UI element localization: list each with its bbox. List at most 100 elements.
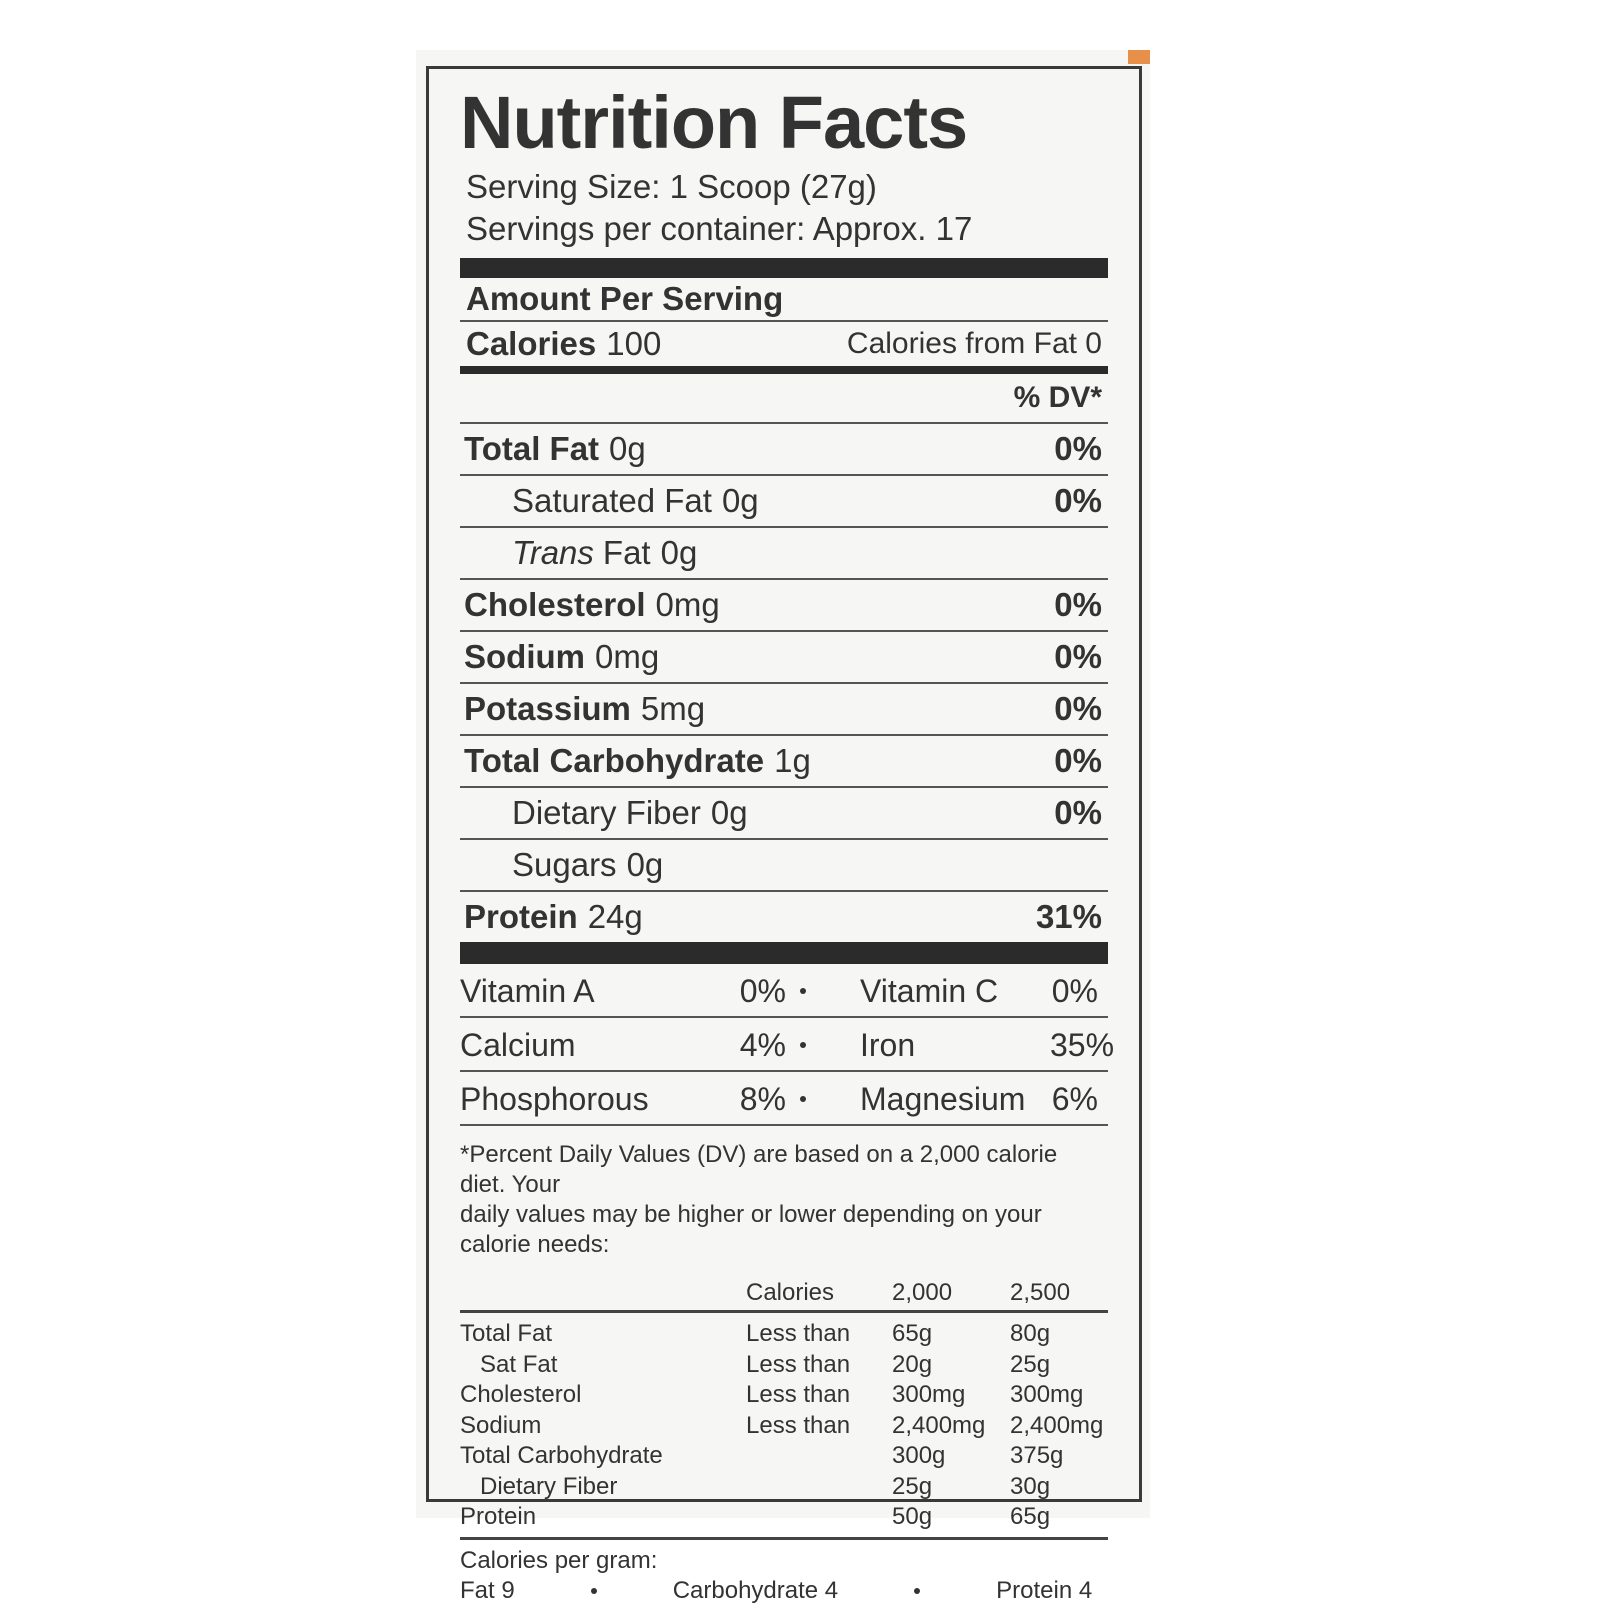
footnote-line: *Percent Daily Values (DV) are based on …: [460, 1141, 1058, 1198]
nutrient-amount: 0g: [609, 430, 646, 467]
vitamin-dv: 0%: [739, 972, 786, 1009]
dv-header: % DV*: [1013, 381, 1102, 414]
nutrient-name: Potassium: [464, 690, 631, 727]
nutrient-name: Protein: [464, 898, 578, 935]
vitamin-name: Vitamin A: [460, 972, 595, 1009]
nutrient-amount: 1g: [774, 742, 811, 779]
dv-table-calories: Calories: [746, 1279, 835, 1306]
dv-header-row: % DV*: [460, 374, 1108, 422]
separator-dot: [800, 988, 806, 994]
vitamin-row: Calcium 4% Iron 35%: [460, 1020, 1114, 1072]
dv-table-value: 300mg: [1010, 1381, 1084, 1408]
nutrient-name: Total Carbohydrate: [464, 742, 765, 779]
nutrient-row: Cholesterol 0mg 0%: [460, 578, 1108, 630]
nutrient-row: Trans Fat 0g: [460, 526, 1108, 578]
nutrient-name: Sodium: [464, 638, 585, 675]
vitamin-row: Phosphorous 8% Magnesium 6%: [460, 1074, 1108, 1126]
dv-table-value: 65g: [1010, 1503, 1051, 1530]
dv-table-value: 2,400mg: [1010, 1411, 1104, 1439]
nutrient-name: Saturated Fat: [512, 482, 712, 519]
vitamin-name: Iron: [860, 1026, 916, 1063]
nutrient-row: Protein 24g 31%: [460, 890, 1108, 942]
dv-table-value: 65g: [892, 1320, 933, 1347]
servings-per-container: Servings per container: Approx. 17: [466, 210, 973, 247]
nutrient-row: Total Carbohydrate 1g 0%: [460, 734, 1108, 786]
footnote: *Percent Daily Values (DV) are based on …: [460, 1140, 1108, 1260]
vitamin-name: Magnesium: [860, 1080, 1026, 1117]
nutrient-name: Dietary Fiber: [512, 794, 701, 831]
dv-table-row: Cholesterol Less than 300mg 300mg: [460, 1380, 1108, 1411]
dv-table-row: Protein 50g 65g: [460, 1502, 1108, 1533]
cpg-label: Calories per gram:: [460, 1546, 658, 1574]
cpg-item: Fat 9: [460, 1576, 515, 1604]
dv-table-qualifier: Less than: [746, 1320, 851, 1347]
package-edge: [1128, 50, 1150, 64]
dv-table-value: 80g: [1010, 1320, 1051, 1347]
vitamin-dv: 4%: [739, 1026, 786, 1063]
vitamin-name: Calcium: [460, 1026, 576, 1063]
dv-table-value: 300g: [892, 1442, 946, 1469]
nutrient-row: Potassium 5mg 0%: [460, 682, 1108, 734]
nutrient-row: Saturated Fat 0g 0%: [460, 474, 1108, 526]
nutrient-dv: 0%: [1054, 638, 1102, 675]
dv-table-qualifier: [746, 1441, 892, 1472]
nutrient-dv: 0%: [1054, 482, 1102, 519]
vitamin-row: Vitamin A 0% Vitamin C 0%: [460, 966, 1108, 1018]
dv-table-header: Calories 2,000 2,500: [460, 1278, 1108, 1313]
cpg-item: Protein 4: [996, 1576, 1093, 1604]
nutrient-amount: 0g: [710, 794, 748, 831]
nutrient-dv: 0%: [1054, 690, 1102, 727]
dv-table-value: 30g: [1010, 1472, 1051, 1500]
dv-table-column: 2,000: [892, 1279, 953, 1306]
dv-table-body: Total Fat Less than 65g 80g Sat Fat Less than…: [460, 1313, 1108, 1540]
label-border: [426, 66, 1142, 1502]
dv-table-qualifier: [746, 1472, 892, 1503]
dv-table-qualifier: Less than: [746, 1381, 851, 1408]
vitamin-dv: 8%: [739, 1080, 786, 1117]
footnote-line: daily values may be higher or lower depe…: [460, 1201, 1042, 1258]
dv-table-name: Cholesterol: [460, 1381, 582, 1408]
separator-dot: [914, 1587, 921, 1594]
cpg-row: Fat 9 Carbohydrate 4 Protein 4: [460, 1576, 1108, 1606]
dv-table-value: 2,400mg: [892, 1411, 986, 1439]
dv-table-column: 2,500: [1010, 1279, 1071, 1306]
nutrient-row: Sodium 0mg 0%: [460, 630, 1108, 682]
thick-rule: [460, 942, 1108, 964]
nutrient-dv: 0%: [1054, 794, 1102, 831]
dv-table-row: Sat Fat Less than 20g 25g: [460, 1350, 1108, 1381]
nutrient-amount: 5mg: [640, 690, 706, 727]
dv-table-value: 20g: [892, 1350, 933, 1378]
dv-table-name: Dietary Fiber: [480, 1472, 618, 1500]
separator-dot: [590, 1587, 597, 1594]
nutrient-dv: 0%: [1054, 430, 1102, 467]
nutrient-row: Total Fat 0g 0%: [460, 422, 1108, 474]
nutrient-row: Dietary Fiber 0g 0%: [460, 786, 1108, 838]
nutrient-amount: 0g: [626, 846, 664, 883]
nutrient-name: Sugars: [512, 846, 617, 883]
nutrient-dv: 0%: [1054, 586, 1102, 623]
nutrient-amount: 0g: [721, 482, 759, 519]
dv-table-value: 25g: [1010, 1350, 1051, 1378]
nutrient-dv: 0%: [1054, 742, 1102, 779]
spacer: [460, 1278, 746, 1310]
amount-label: Amount Per Serving: [466, 280, 784, 317]
dv-table-value: 375g: [1010, 1442, 1064, 1469]
nutrient-amount: 0mg: [595, 638, 660, 675]
vitamin-name: Vitamin C: [860, 972, 999, 1009]
dv-table-qualifier: Less than: [746, 1411, 851, 1439]
separator-dot: [800, 1042, 806, 1048]
dv-table-name: Sat Fat: [480, 1350, 558, 1378]
cpg-item: Carbohydrate 4: [672, 1576, 839, 1604]
nutrient-name: Fat: [602, 534, 651, 571]
nutrient-dv: 31%: [1035, 898, 1102, 935]
calories-value: 100: [606, 325, 662, 362]
serving-size: Serving Size: 1 Scoop (27g): [466, 168, 877, 205]
dv-table-row: Dietary Fiber 25g 30g: [460, 1472, 1108, 1503]
nutrient-amount: 24g: [587, 898, 643, 935]
amount-per-serving: Amount Per Serving: [460, 278, 1108, 322]
dv-table-name: Protein: [460, 1503, 537, 1530]
nutrient-name: Cholesterol: [464, 586, 646, 623]
medium-rule: [460, 366, 1108, 374]
nutrient-list: Total Fat 0g 0% Saturated Fat 0g 0% Trans Fat 0g…: [460, 422, 1108, 942]
